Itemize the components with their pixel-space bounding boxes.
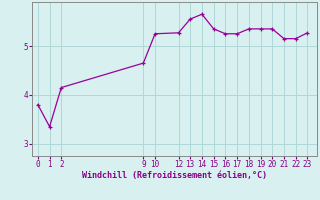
X-axis label: Windchill (Refroidissement éolien,°C): Windchill (Refroidissement éolien,°C) xyxy=(82,171,267,180)
